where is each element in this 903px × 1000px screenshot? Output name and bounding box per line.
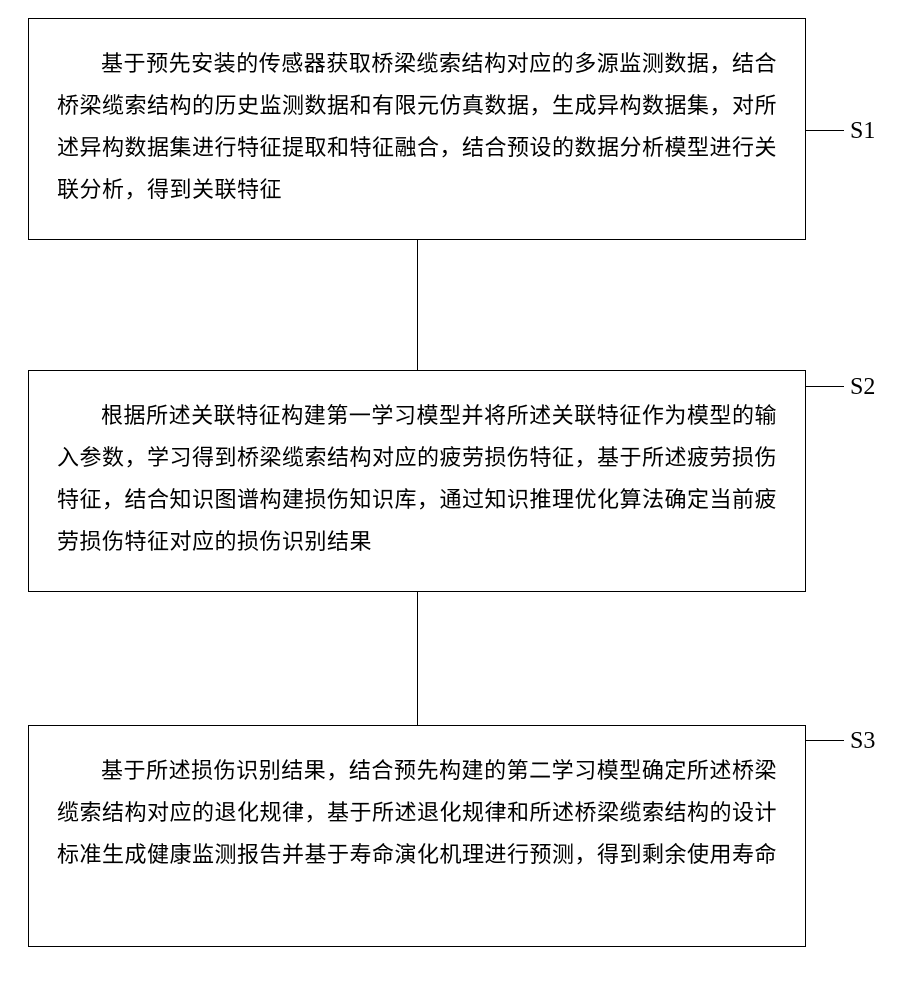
step-label-s2: S2 [850, 374, 875, 401]
step-label-s3: S3 [850, 728, 875, 755]
connector-s1-s2 [417, 240, 418, 370]
flow-step-s2: 根据所述关联特征构建第一学习模型并将所述关联特征作为模型的输入参数，学习得到桥梁… [28, 370, 806, 592]
label-line-s2 [806, 386, 844, 387]
label-line-s1 [806, 130, 844, 131]
step-label-s1: S1 [850, 118, 875, 145]
flow-step-s2-text: 根据所述关联特征构建第一学习模型并将所述关联特征作为模型的输入参数，学习得到桥梁… [57, 395, 777, 563]
label-line-s3 [806, 740, 844, 741]
flow-step-s3-text: 基于所述损伤识别结果，结合预先构建的第二学习模型确定所述桥梁缆索结构对应的退化规… [57, 750, 777, 876]
connector-s2-s3 [417, 592, 418, 725]
flow-step-s3: 基于所述损伤识别结果，结合预先构建的第二学习模型确定所述桥梁缆索结构对应的退化规… [28, 725, 806, 947]
flow-step-s1: 基于预先安装的传感器获取桥梁缆索结构对应的多源监测数据，结合桥梁缆索结构的历史监… [28, 18, 806, 240]
flow-step-s1-text: 基于预先安装的传感器获取桥梁缆索结构对应的多源监测数据，结合桥梁缆索结构的历史监… [57, 43, 777, 211]
